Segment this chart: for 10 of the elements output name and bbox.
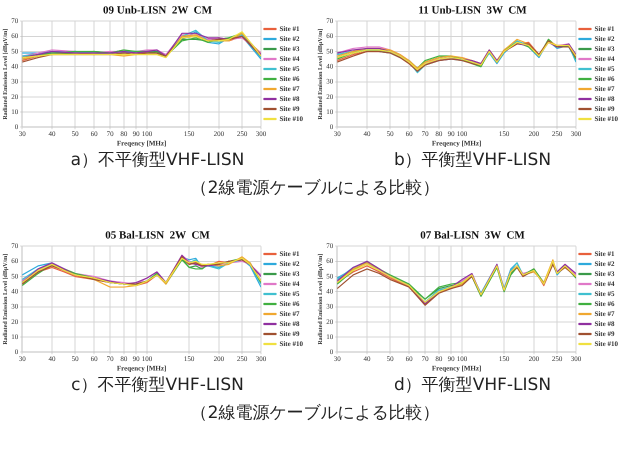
chart-title: 07 Bal-LISN 3W CM (420, 229, 526, 242)
text: d）平衡型VHF-LISN (392, 374, 552, 396)
text: c）不平衡型VHF-LISN (70, 374, 245, 396)
text: （2線電源ケーブルによる比較） (190, 177, 440, 199)
text: a）不平衡型VHF-LISN (70, 149, 246, 171)
text: （2線電源ケーブルによる比較） (190, 402, 440, 424)
chart-title: 05 Bal-LISN 2W CM (105, 229, 210, 242)
chart-title: 11 Unb-LISN 3W CM (418, 4, 528, 16)
chart-title: 09 Unb-LISN 2W CM (103, 4, 213, 16)
text: b）平衡型VHF-LISN (392, 149, 552, 171)
